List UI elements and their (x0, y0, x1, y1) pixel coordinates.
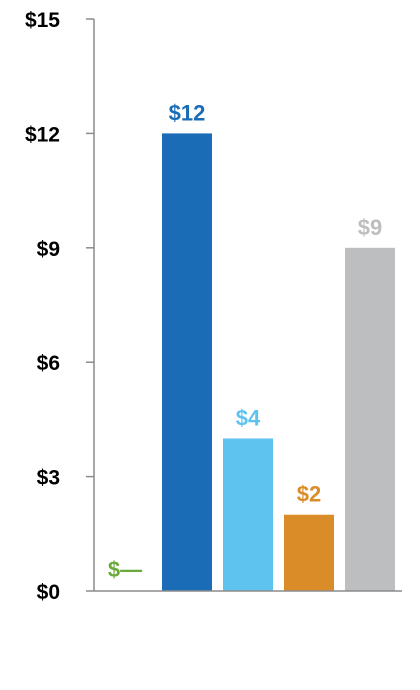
bar-value-label: $12 (169, 100, 206, 125)
y-tick-label: $15 (25, 9, 60, 32)
data-labels: $— $12 $4 $2 $9 (108, 100, 382, 582)
bar-value-label: $4 (236, 405, 261, 430)
y-tick-label: $12 (25, 123, 60, 146)
y-tick-label: $0 (37, 581, 60, 604)
y-axis-ticks: $0 $3 $6 $9 $12 $15 (25, 9, 94, 604)
bar-value-label: $— (108, 557, 142, 582)
bar-value-label: $9 (358, 215, 382, 240)
y-tick-label: $9 (37, 238, 60, 261)
bar (284, 514, 334, 591)
y-tick-label: $6 (37, 352, 60, 375)
bars (162, 133, 395, 592)
y-tick-label: $3 (37, 467, 60, 490)
bar (223, 438, 273, 591)
bar-value-label: $2 (297, 482, 321, 507)
bar (162, 133, 212, 591)
bar (345, 247, 395, 592)
